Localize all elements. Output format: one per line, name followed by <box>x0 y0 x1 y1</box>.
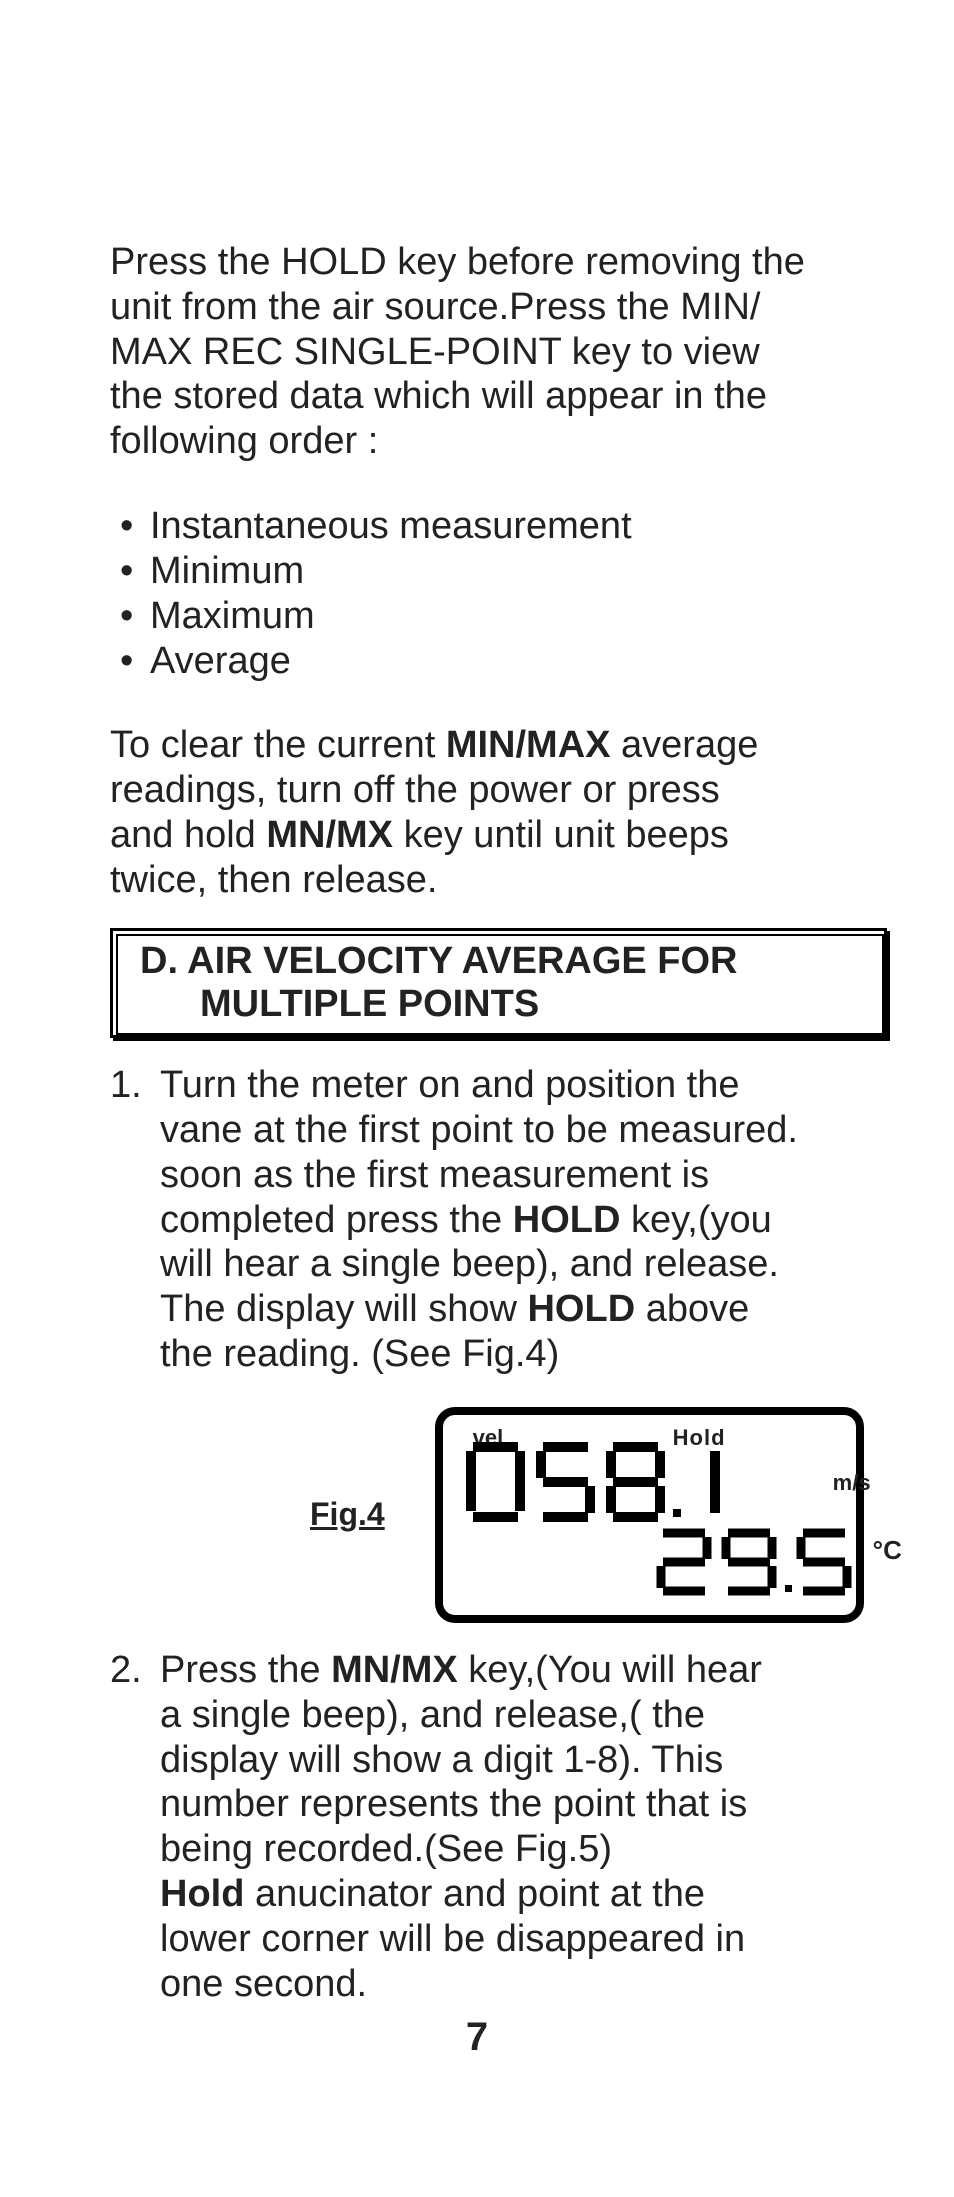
bullet-dot-icon: • <box>120 594 150 639</box>
bullet-text: Instantaneous measurement <box>150 504 632 549</box>
bold-text: MN/MX <box>331 1649 458 1691</box>
bullet-text: Maximum <box>150 594 315 639</box>
text: and hold <box>110 814 266 856</box>
text: anucinator and point at the <box>244 1873 705 1915</box>
seven-segment-temp-icon <box>653 1525 873 1600</box>
text: the reading. (See Fig.4) <box>160 1333 559 1375</box>
text: above <box>635 1288 749 1330</box>
figure-label: Fig.4 <box>310 1496 385 1533</box>
bold-text: MIN/MAX <box>446 724 611 766</box>
page-number: 7 <box>0 2015 954 2060</box>
seven-segment-main-icon <box>463 1437 823 1527</box>
text: To <box>110 724 150 766</box>
text: being recorded.(See Fig.5) <box>160 1828 612 1870</box>
text: vane at the first point to be measured. <box>160 1109 798 1151</box>
step-1: 1. Turn the meter on and position the va… <box>110 1063 864 1377</box>
bold-text: Hold <box>160 1873 244 1915</box>
text-line: unit from the air source.Press the MIN/ <box>110 286 760 328</box>
bold-text: HOLD <box>527 1288 635 1330</box>
bullet-item: •Maximum <box>120 594 864 639</box>
text-line: following order : <box>110 420 378 462</box>
text: key,(You will hear <box>458 1649 762 1691</box>
text: The display will show <box>160 1288 527 1330</box>
section-outer-border: D. AIR VELOCITY AVERAGE FOR MULTIPLE POI… <box>110 928 887 1038</box>
text: completed press the <box>160 1199 513 1241</box>
section-inner-border: D. AIR VELOCITY AVERAGE FOR MULTIPLE POI… <box>116 934 884 1035</box>
bullet-item: •Instantaneous measurement <box>120 504 864 549</box>
text: soon as the first measurement is <box>160 1154 709 1196</box>
document-page: Press the HOLD key before removing the u… <box>0 0 954 2197</box>
bullet-dot-icon: • <box>120 549 150 594</box>
lcd-display: vel Hold <box>435 1407 864 1623</box>
bullet-item: •Average <box>120 639 864 684</box>
text: Turn the meter on and position the <box>160 1064 740 1106</box>
text: a single beep), and release,( the <box>160 1694 705 1736</box>
figure-4-row: Fig.4 vel Hold <box>110 1407 864 1623</box>
lcd-unit-c: °C <box>873 1535 902 1566</box>
step-number: 1. <box>110 1063 160 1108</box>
bold-text: HOLD <box>513 1199 621 1241</box>
text: one second. <box>160 1963 367 2005</box>
text: key,(you <box>620 1199 771 1241</box>
text: number represents the point that is <box>160 1783 747 1825</box>
text-line: MAX REC SINGLE-POINT key to view <box>110 331 760 373</box>
step-number: 2. <box>110 1648 160 1693</box>
step-body: Turn the meter on and position the vane … <box>160 1063 860 1377</box>
text: twice, then release. <box>110 859 437 901</box>
text: readings, turn off the power or press <box>110 769 720 811</box>
bullet-list: •Instantaneous measurement •Minimum •Max… <box>110 504 864 683</box>
bullet-dot-icon: • <box>120 504 150 549</box>
text: display will show a digit 1-8). This <box>160 1739 723 1781</box>
section-title-line2: MULTIPLE POINTS <box>140 983 860 1027</box>
step-body: Press the MN/MX key,(You will hear a sin… <box>160 1648 860 2007</box>
bullet-text: Minimum <box>150 549 304 594</box>
text-line: the stored data which will appear in the <box>110 375 767 417</box>
bullet-text: Average <box>150 639 291 684</box>
intro-paragraph: Press the HOLD key before removing the u… <box>110 240 864 464</box>
section-title-line1: D. AIR VELOCITY AVERAGE FOR <box>140 940 860 984</box>
text-line: Press the HOLD key before removing the <box>110 241 805 283</box>
section-heading-box: D. AIR VELOCITY AVERAGE FOR MULTIPLE POI… <box>110 928 864 1038</box>
step-2: 2. Press the MN/MX key,(You will hear a … <box>110 1648 864 2007</box>
text: key until unit beeps <box>393 814 729 856</box>
lcd-unit-ms: m/s <box>833 1470 871 1496</box>
text: clear the current <box>150 724 446 766</box>
text: average <box>610 724 758 766</box>
lcd-temp-reading <box>653 1525 873 1617</box>
text: lower corner will be disappeared in <box>160 1918 745 1960</box>
bold-text: MN/MX <box>266 814 393 856</box>
bullet-item: •Minimum <box>120 549 864 594</box>
clear-paragraph: To clear the current MIN/MAX average rea… <box>110 723 864 902</box>
text: will hear a single beep), and release. <box>160 1243 779 1285</box>
text: Press the <box>160 1649 331 1691</box>
bullet-dot-icon: • <box>120 639 150 684</box>
